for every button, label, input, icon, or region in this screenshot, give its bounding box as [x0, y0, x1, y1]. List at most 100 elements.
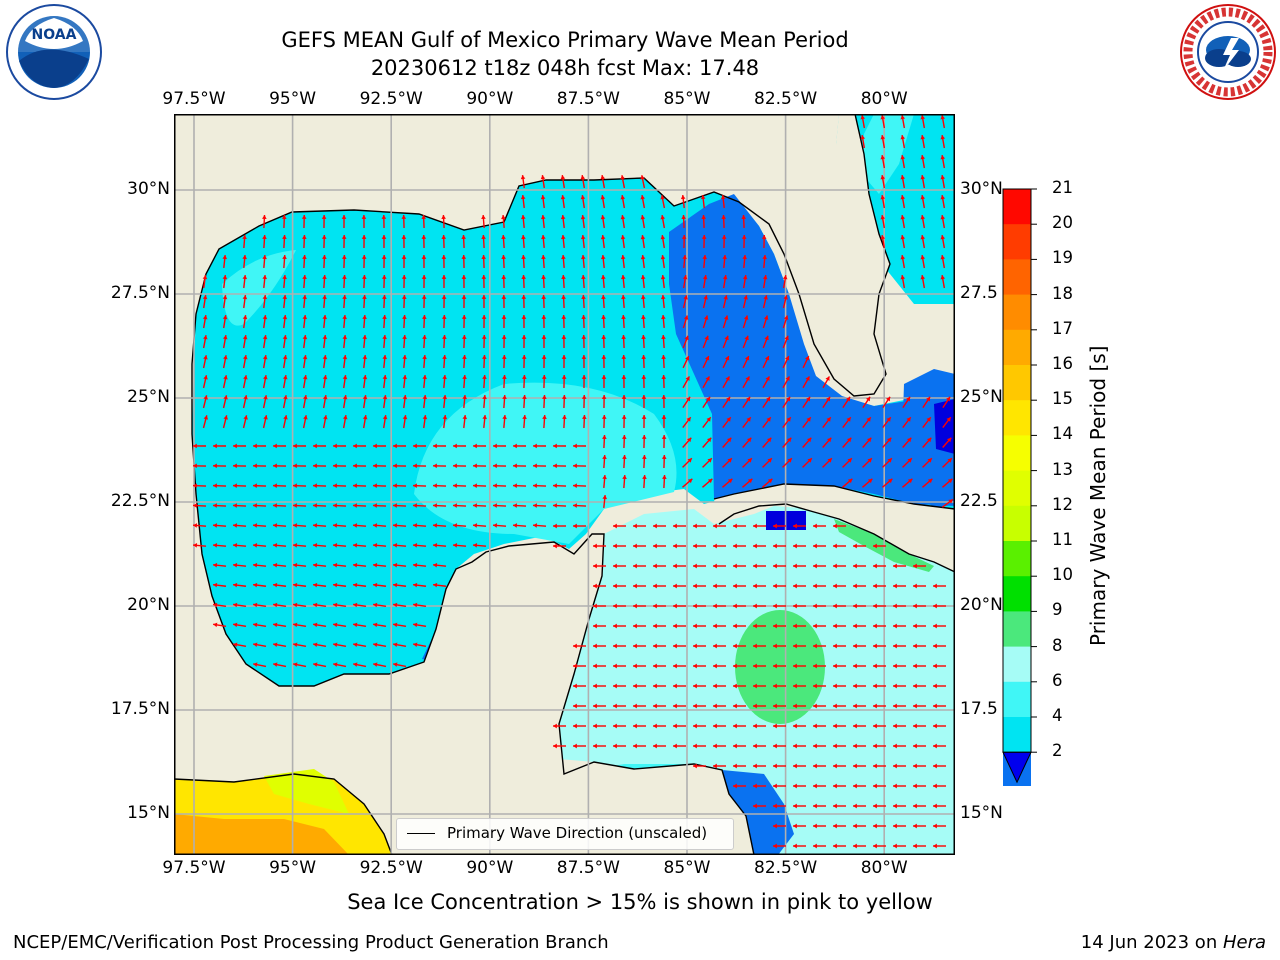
- wave-arrow-head: [806, 437, 812, 443]
- wave-arrow-head: [293, 602, 298, 608]
- wave-arrow-head: [313, 483, 317, 489]
- chart-title: GEFS MEAN Gulf of Mexico Primary Wave Me…: [281, 28, 849, 52]
- wave-arrow-head: [860, 135, 866, 140]
- wave-arrow-head: [813, 623, 817, 629]
- wave-arrow-head: [673, 643, 677, 649]
- wave-arrow-head: [753, 783, 757, 789]
- wave-arrow-head: [742, 275, 748, 280]
- wave-arrow-head: [401, 215, 407, 219]
- wave-arrow-head: [913, 643, 917, 649]
- wave-arrow-head: [900, 195, 906, 200]
- wave-arrow-head: [687, 458, 692, 463]
- wave-arrow-head: [793, 743, 797, 749]
- wave-arrow-head: [601, 295, 606, 300]
- wave-arrow-head: [453, 483, 457, 489]
- wave-arrow-head: [893, 683, 897, 689]
- wave-arrow-head: [761, 235, 767, 239]
- wave-arrow-head: [673, 523, 677, 529]
- wave-arrow-head: [787, 458, 792, 463]
- wave-arrow-head: [880, 175, 886, 180]
- wave-arrow-head: [593, 583, 597, 589]
- wave-arrow-head: [262, 335, 268, 340]
- wave-arrow-head: [353, 503, 357, 508]
- wave-arrow-head: [633, 543, 637, 549]
- wave-arrow-head: [913, 583, 917, 589]
- wave-arrow-head: [873, 723, 877, 729]
- wave-arrow-head: [233, 463, 237, 469]
- wave-arrow-head: [653, 583, 657, 589]
- wave-arrow-head: [482, 415, 488, 420]
- wave-arrow-head: [342, 375, 348, 380]
- wave-arrow-head: [933, 663, 937, 669]
- wave-arrow-head: [746, 417, 751, 422]
- wave-arrow-head: [873, 823, 877, 829]
- wave-arrow-head: [433, 463, 437, 469]
- wave-arrow-head: [402, 415, 408, 420]
- wave-arrow-head: [727, 478, 733, 484]
- wave-arrow-head: [442, 335, 447, 339]
- wave-arrow-head: [433, 582, 438, 588]
- wave-arrow-head: [793, 603, 797, 609]
- wave-arrow-head: [242, 235, 247, 240]
- wave-arrow-head: [593, 703, 597, 709]
- legend-line-icon: [407, 833, 435, 834]
- wave-arrow-head: [813, 723, 817, 729]
- wave-arrow-head: [273, 503, 277, 508]
- wave-arrow-head: [933, 743, 937, 749]
- map-legend: Primary Wave Direction (unscaled): [396, 818, 734, 850]
- wave-arrow-head: [441, 295, 447, 299]
- wave-arrow-head: [845, 396, 851, 402]
- wave-arrow-head: [687, 478, 693, 484]
- colorbar-segment: [1003, 294, 1031, 331]
- wave-arrow-head: [442, 375, 447, 380]
- wave-arrow-head: [887, 458, 892, 463]
- lon-label-top: 90°W: [466, 89, 514, 109]
- wave-arrow-head: [441, 255, 447, 259]
- wave-arrow-head: [482, 355, 487, 359]
- wave-arrow-head: [773, 623, 777, 629]
- wave-arrow-head: [353, 543, 358, 548]
- wave-arrow-head: [706, 437, 712, 443]
- wave-arrow-head: [203, 395, 208, 400]
- wave-arrow-head: [353, 642, 358, 648]
- wave-arrow-head: [673, 723, 677, 729]
- wave-arrow-head: [441, 275, 447, 279]
- wave-arrow-head: [805, 376, 810, 381]
- wave-arrow-head: [373, 582, 378, 588]
- wave-arrow-head: [813, 843, 817, 849]
- wave-arrow-head: [501, 335, 507, 339]
- wave-arrow-head: [753, 763, 757, 769]
- wave-arrow-head: [302, 335, 308, 340]
- wave-arrow-head: [741, 235, 747, 239]
- lat-label-left: 30°N: [127, 179, 170, 199]
- wave-arrow-head: [786, 417, 791, 422]
- wave-arrow-head: [813, 823, 817, 829]
- colorbar-segment: [1003, 365, 1031, 401]
- wave-arrow-head: [493, 523, 498, 528]
- wave-arrow-head: [462, 395, 467, 400]
- wave-arrow-head: [473, 503, 477, 508]
- colorbar-tick-label: 2: [1052, 741, 1063, 761]
- wave-arrow-head: [321, 235, 327, 239]
- wave-arrow-head: [193, 443, 197, 449]
- wave-arrow-head: [573, 463, 577, 469]
- wave-arrow-head: [520, 215, 526, 220]
- pacific-warm-green: [264, 769, 349, 814]
- wave-arrow-head: [302, 295, 307, 300]
- colorbar-tick-label: 8: [1052, 635, 1063, 655]
- wave-arrow-head: [905, 396, 911, 402]
- wave-arrow-head: [653, 663, 657, 669]
- wave-arrow-head: [846, 437, 852, 443]
- colorbar-segment: [1003, 189, 1031, 225]
- wave-arrow-head: [461, 315, 467, 319]
- wave-arrow-head: [233, 503, 237, 508]
- wave-arrow-head: [541, 255, 546, 260]
- footer-date: 14 Jun 2023 on Hera: [1081, 932, 1266, 953]
- wave-arrow-head: [727, 458, 732, 463]
- wave-arrow-head: [581, 295, 586, 300]
- wave-arrow-head: [946, 437, 952, 443]
- wave-arrow-head: [621, 415, 627, 419]
- wave-arrow-head: [793, 663, 797, 669]
- wave-arrow-head: [920, 195, 926, 200]
- wave-arrow-head: [573, 443, 577, 449]
